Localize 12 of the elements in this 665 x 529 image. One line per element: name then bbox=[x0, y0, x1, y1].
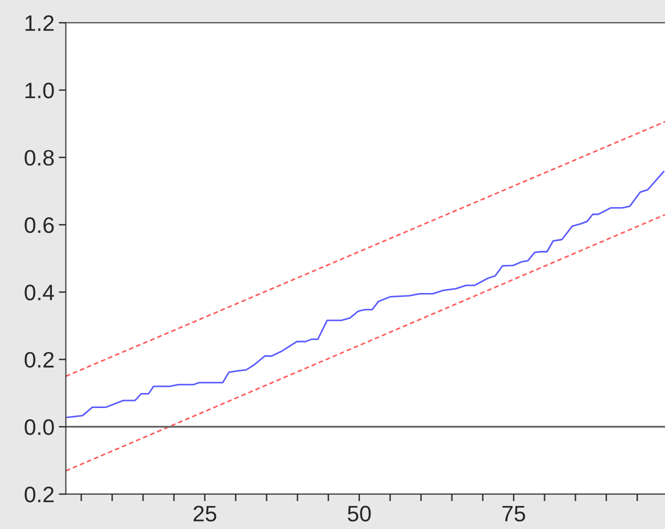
y-tick-label: 0.8 bbox=[24, 150, 54, 166]
x-tick-label: 50 bbox=[348, 506, 371, 522]
x-tick-label: 25 bbox=[194, 506, 216, 522]
y-tick-label: 0.2 bbox=[24, 486, 54, 502]
line-series bbox=[66, 170, 665, 418]
y-tick-label: 1.0 bbox=[26, 82, 54, 98]
y-tick-label: 0.2 bbox=[24, 352, 54, 368]
y-tick-label: 0.4 bbox=[24, 284, 54, 300]
x-tick-label: 75 bbox=[502, 506, 526, 522]
y-tick-label: 0.6 bbox=[24, 217, 54, 234]
y-tick-label: 1.2 bbox=[26, 15, 54, 31]
y-tick-label: 0.0 bbox=[24, 419, 54, 436]
